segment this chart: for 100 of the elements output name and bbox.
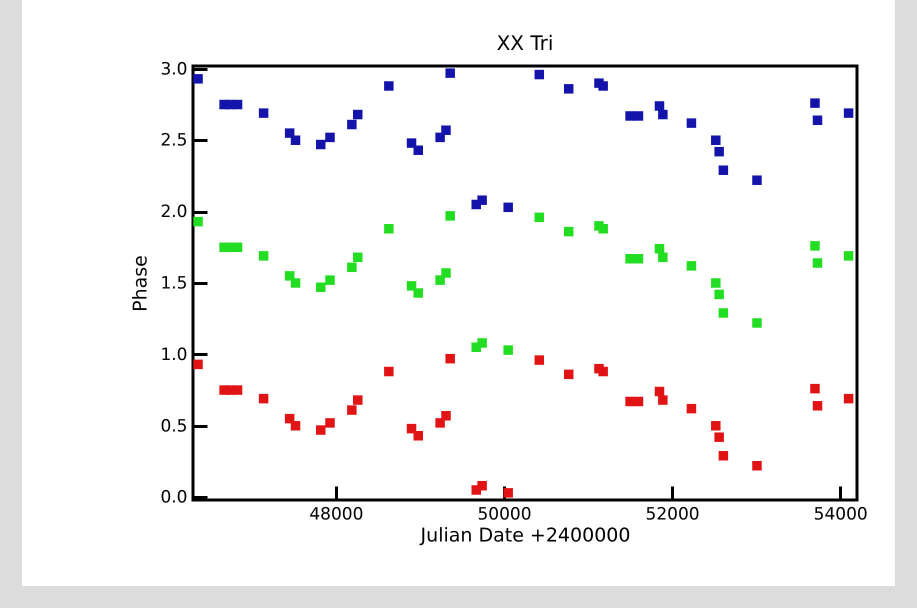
x-axis-title: Julian Date +2400000 (420, 524, 630, 546)
point (812, 116, 822, 125)
point (503, 488, 513, 498)
point (711, 135, 721, 145)
point (284, 414, 294, 424)
point (711, 421, 721, 431)
point (844, 251, 854, 261)
point (193, 74, 203, 84)
point (534, 355, 544, 365)
point (810, 384, 820, 394)
point (564, 370, 574, 380)
point (316, 140, 326, 150)
point (384, 81, 394, 91)
point (503, 202, 513, 212)
point (352, 395, 362, 405)
point (812, 258, 822, 268)
point (352, 110, 362, 120)
point (812, 401, 822, 411)
point (232, 242, 242, 252)
point (598, 81, 608, 91)
point (347, 120, 357, 130)
point (714, 290, 724, 300)
point (654, 244, 664, 254)
point (752, 460, 762, 470)
point (634, 111, 644, 121)
point (714, 146, 724, 156)
y-tick-label: 0.0 (160, 488, 188, 508)
point (445, 354, 455, 364)
point (290, 421, 300, 431)
point (347, 405, 357, 415)
point (658, 395, 668, 405)
x-tick-label: 54000 (814, 504, 868, 524)
point (445, 68, 455, 78)
point (325, 418, 335, 428)
point (406, 424, 416, 434)
point (316, 425, 326, 435)
point (477, 195, 487, 205)
point (325, 132, 335, 142)
point (711, 278, 721, 288)
x-tick-label: 50000 (477, 504, 532, 524)
point (384, 224, 394, 234)
y-tick-label: 0.5 (160, 416, 188, 436)
point (352, 252, 362, 262)
point (810, 241, 820, 251)
point (534, 212, 544, 222)
point (634, 396, 644, 406)
point (686, 261, 696, 271)
x-tick-label: 52000 (646, 504, 700, 524)
y-tick-label: 2.0 (160, 202, 188, 222)
point (714, 432, 724, 442)
point (258, 394, 268, 404)
x-tick-label: 48000 (309, 504, 364, 524)
point (347, 262, 357, 272)
point (598, 224, 608, 234)
point (414, 145, 423, 155)
point (316, 282, 326, 292)
point (686, 404, 696, 414)
chart-title: XX Tri (496, 30, 554, 55)
point (658, 110, 668, 120)
point (232, 385, 242, 395)
point (284, 271, 294, 281)
point (441, 411, 451, 421)
point (844, 108, 854, 118)
point (325, 275, 335, 285)
point (564, 226, 574, 236)
point (414, 431, 423, 440)
point (232, 100, 242, 110)
point (477, 338, 487, 348)
point (654, 101, 664, 111)
point (441, 268, 451, 278)
point (686, 118, 696, 128)
point (598, 366, 608, 376)
point (534, 70, 544, 80)
point (844, 394, 854, 404)
point (290, 135, 300, 145)
point (752, 318, 762, 328)
point (445, 211, 455, 221)
point (752, 175, 762, 185)
point (718, 308, 728, 318)
point (414, 288, 423, 298)
point (384, 366, 394, 376)
point (810, 98, 820, 108)
point (193, 360, 203, 370)
point (441, 126, 451, 135)
y-axis-title: Phase (129, 255, 152, 312)
point (658, 252, 668, 262)
point (284, 128, 294, 138)
y-tick-label: 1.5 (160, 274, 188, 294)
y-tick-label: 1.0 (160, 344, 188, 365)
point (193, 216, 203, 226)
point (718, 165, 728, 175)
point (258, 108, 268, 118)
point (503, 345, 513, 355)
y-tick-label: 3.0 (160, 59, 188, 80)
point (564, 84, 574, 94)
y-tick-label: 2.5 (160, 130, 188, 151)
point (406, 138, 416, 148)
point (258, 251, 268, 261)
point (718, 451, 728, 460)
point (290, 278, 300, 288)
